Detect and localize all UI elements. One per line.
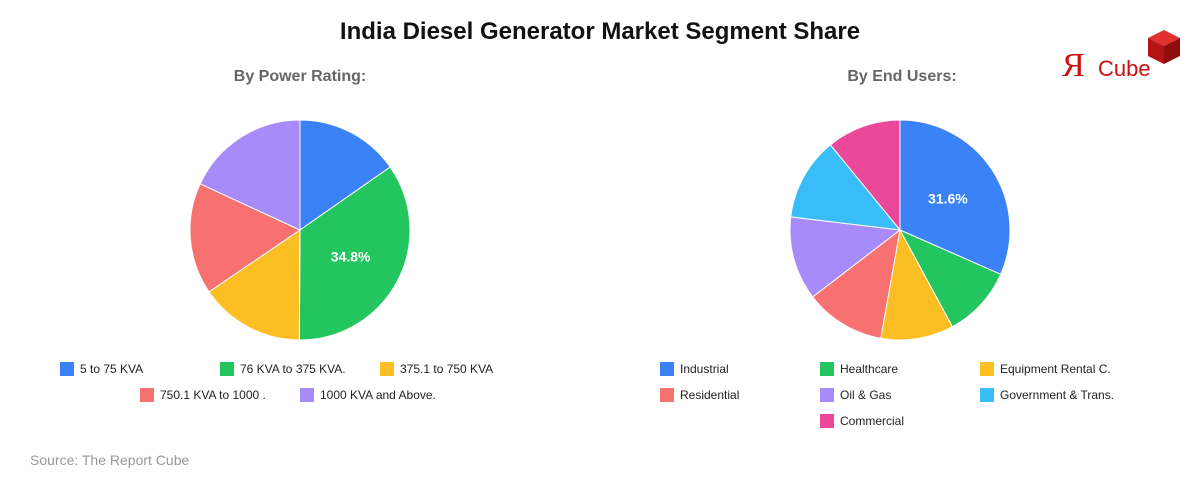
- legend-swatch: [820, 388, 834, 402]
- pie-slice-industrial[interactable]: [899, 119, 1011, 275]
- legend-label: Oil & Gas: [840, 388, 892, 402]
- end-users-pie: 31.6%: [789, 119, 1011, 341]
- pie-slice-375-1-to-750-kva[interactable]: [208, 229, 301, 341]
- legend-label: 750.1 KVA to 1000 .: [160, 388, 266, 402]
- legend-label: 375.1 to 750 KVA: [400, 362, 494, 376]
- data-label-industrial: 31.6%: [928, 191, 968, 207]
- pie-slice-healthcare[interactable]: [898, 228, 1002, 328]
- power-rating-pie: 34.8%: [189, 119, 411, 341]
- pie-slice-5-to-75-kva[interactable]: [299, 119, 391, 231]
- end-users-subtitle: By End Users:: [847, 68, 957, 85]
- legend-swatch: [380, 362, 394, 376]
- legend-item-76-to-375-kva[interactable]: 76 KVA to 375 KVA.: [220, 362, 346, 376]
- legend-item-residential[interactable]: Residential: [660, 388, 739, 402]
- legend-swatch: [60, 362, 74, 376]
- legend-swatch: [660, 388, 674, 402]
- pie-slice-76-kva-to-375-kva[interactable]: [298, 166, 411, 341]
- pie-slice-oil-gas[interactable]: [789, 216, 902, 298]
- pie-slice-residential[interactable]: [811, 228, 901, 339]
- logo-text: Cube: [1098, 56, 1151, 81]
- legend-label: Residential: [680, 388, 740, 402]
- legend-item-750-to-1000-kva[interactable]: 750.1 KVA to 1000 .: [140, 388, 266, 402]
- report-cube-logo: Я Cube: [1062, 30, 1180, 84]
- power-rating-subtitle: By Power Rating:: [233, 68, 367, 85]
- legend-swatch: [140, 388, 154, 402]
- legend-swatch: [820, 414, 834, 428]
- legend-label: 1000 KVA and Above.: [320, 388, 436, 402]
- legend-swatch: [300, 388, 314, 402]
- data-label-76-kva-to-375-kva: 34.8%: [331, 249, 371, 265]
- legend-label: 5 to 75 KVA: [80, 362, 144, 376]
- source-note: Source: The Report Cube: [30, 452, 190, 468]
- legend-label: Healthcare: [840, 362, 899, 376]
- pie-slice-equipment-rental-c[interactable]: [880, 228, 954, 341]
- legend-label: 76 KVA to 375 KVA.: [240, 362, 346, 376]
- logo-mark: Я: [1062, 47, 1085, 84]
- legend-item-equipment-rental[interactable]: Equipment Rental C.: [980, 362, 1111, 376]
- legend-item-commercial[interactable]: Commercial: [820, 414, 904, 428]
- legend-swatch: [980, 388, 994, 402]
- pie-slice-750-1-kva-to-1000[interactable]: [189, 183, 302, 293]
- legend-swatch: [820, 362, 834, 376]
- pie-slice-government-trans[interactable]: [790, 144, 902, 231]
- legend-item-375-to-750-kva[interactable]: 375.1 to 750 KVA: [380, 362, 493, 376]
- pie-slice-commercial[interactable]: [829, 119, 901, 232]
- legend-swatch: [220, 362, 234, 376]
- legend-swatch: [980, 362, 994, 376]
- legend-item-government-trans[interactable]: Government & Trans.: [980, 388, 1114, 402]
- chart-title: India Diesel Generator Market Segment Sh…: [339, 18, 861, 45]
- legend-item-healthcare[interactable]: Healthcare: [820, 362, 898, 376]
- legend-label: Industrial: [680, 362, 729, 376]
- legend-label: Government & Trans.: [1000, 388, 1115, 402]
- legend-item-industrial[interactable]: Industrial: [660, 362, 729, 376]
- legend-item-5-to-75-kva[interactable]: 5 to 75 KVA: [60, 362, 143, 376]
- legend-label: Equipment Rental C.: [1000, 362, 1111, 376]
- legend-item-oil-gas[interactable]: Oil & Gas: [820, 388, 891, 402]
- cube-icon: [1148, 30, 1180, 64]
- legend-label: Commercial: [840, 414, 905, 428]
- pie-slice-1000-kva-and-above[interactable]: [199, 119, 301, 231]
- legend-swatch: [660, 362, 674, 376]
- legend-item-1000-kva-above[interactable]: 1000 KVA and Above.: [300, 388, 436, 402]
